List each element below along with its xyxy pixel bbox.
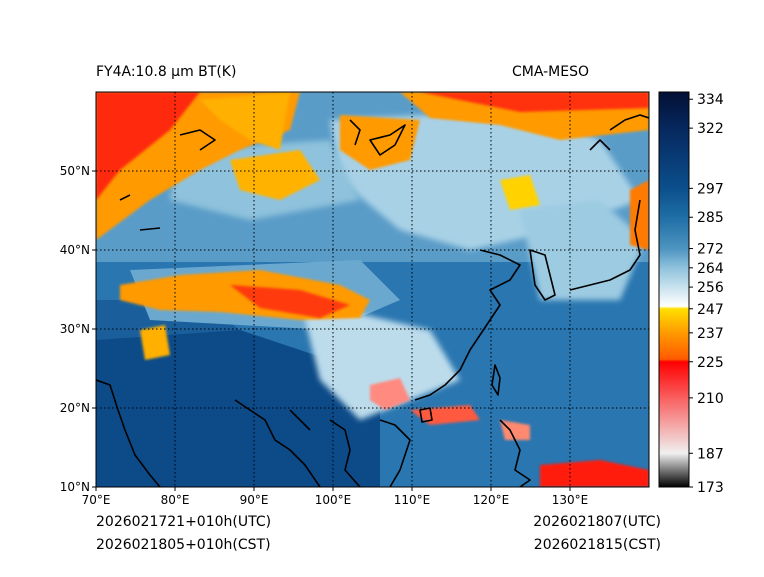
colorbar-tick-label: 272 — [697, 242, 724, 258]
footer-right-utc: 2026021807(UTC) — [533, 514, 661, 530]
lon-tick-label: 120°E — [473, 493, 510, 507]
lon-axis: 70°E 80°E 90°E 100°E 110°E 120°E 130°E — [82, 487, 589, 507]
colorbar-tick-label: 210 — [697, 391, 724, 407]
lat-tick-label: 50°N — [60, 164, 90, 178]
map-title-right: CMA-MESO — [512, 64, 589, 80]
colorbar-tick-label: 256 — [697, 280, 724, 296]
colorbar-tick-label: 237 — [697, 326, 724, 342]
colorbar-tick-label: 173 — [697, 480, 724, 496]
lon-tick-label: 130°E — [552, 493, 589, 507]
colorbar-tick-label: 285 — [697, 210, 724, 226]
colorbar-tick-label: 247 — [697, 302, 724, 318]
satellite-image — [96, 92, 649, 487]
colorbar-tick-label: 322 — [697, 121, 724, 137]
colorbar-tick-label: 334 — [697, 92, 724, 108]
colorbar-tick-label: 297 — [697, 181, 724, 197]
colorbar-tick-label: 187 — [697, 446, 724, 462]
lat-tick-label: 40°N — [60, 243, 90, 257]
colorbar-tick-label: 225 — [697, 355, 724, 371]
map-frame — [95, 91, 650, 488]
map-title-left: FY4A:10.8 µm BT(K) — [96, 64, 236, 80]
colorbar-tick-label: 264 — [697, 261, 724, 277]
lon-tick-label: 90°E — [240, 493, 269, 507]
lon-tick-label: 100°E — [315, 493, 352, 507]
footer-left-cst: 2026021805+010h(CST) — [96, 537, 271, 553]
lon-tick-label: 70°E — [82, 493, 111, 507]
lat-tick-label: 30°N — [60, 322, 90, 336]
lon-tick-label: 110°E — [394, 493, 431, 507]
footer-left-utc: 2026021721+010h(UTC) — [96, 514, 271, 530]
colorbar-gradient — [658, 91, 690, 488]
colorbar-ticks: 334 322 297 285 272 264 256 247 237 225 210 187 173 — [689, 92, 724, 496]
lon-tick-label: 80°E — [161, 493, 190, 507]
lat-tick-label: 10°N — [60, 480, 90, 494]
lat-axis: 10°N 20°N 30°N 40°N 50°N — [60, 164, 96, 494]
lat-tick-label: 20°N — [60, 401, 90, 415]
graticule — [96, 92, 649, 487]
footer-right-cst: 2026021815(CST) — [534, 537, 661, 553]
colorbar: 334 322 297 285 272 264 256 247 237 225 210 187 173 — [658, 91, 724, 496]
